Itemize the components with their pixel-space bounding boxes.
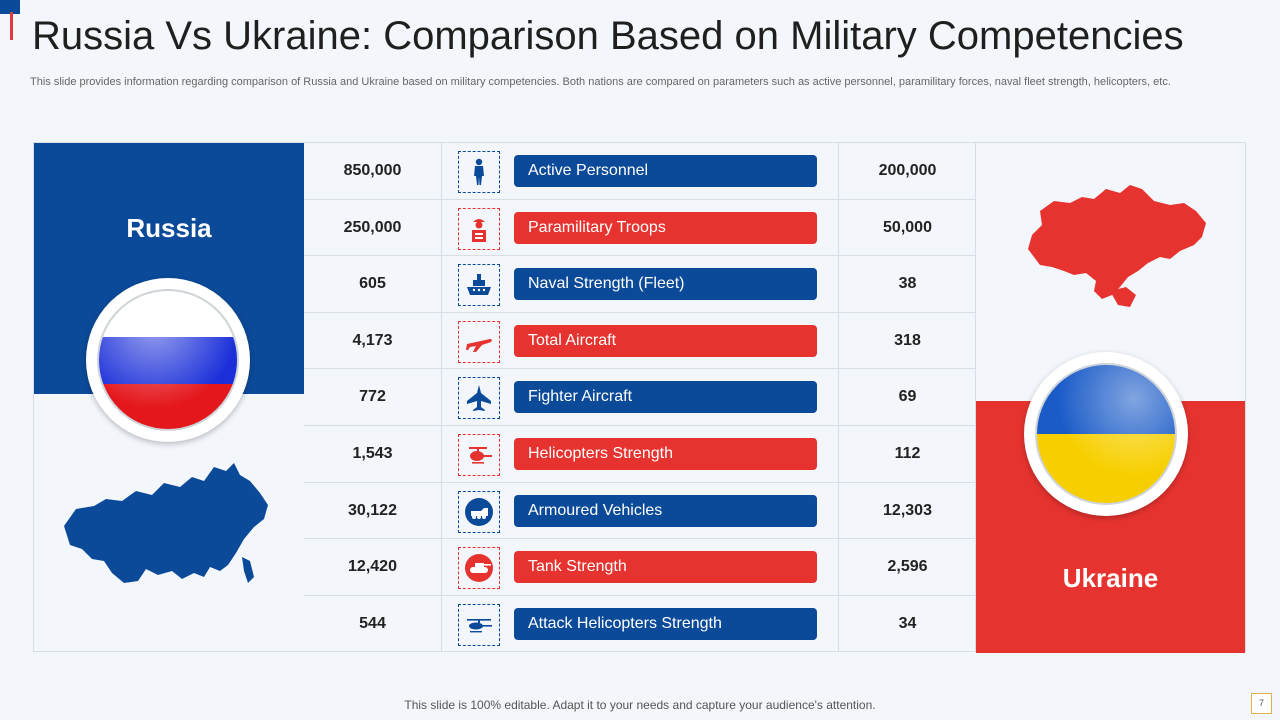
paramilitary-icon: [462, 212, 496, 246]
icon-frame: [458, 320, 500, 363]
footer-note: This slide is 100% editable. Adapt it to…: [404, 698, 876, 712]
ukraine-value: 38: [838, 256, 976, 313]
armoured-vehicle-icon: [462, 495, 496, 529]
ukraine-value: 112: [838, 426, 976, 482]
icon-frame: [458, 151, 500, 193]
comparison-table: 850,000 Active Personnel 200,000 250,000 Par…: [304, 142, 975, 652]
table-row: 544 Attack Helicopters Strength 34: [304, 594, 976, 652]
ukraine-value: 50,000: [838, 199, 976, 256]
icon-frame: [458, 434, 500, 476]
helicopter-icon: [462, 438, 496, 472]
ukraine-value: 318: [838, 312, 976, 369]
metric-label: Helicopters Strength: [514, 438, 817, 470]
airplane-icon: [462, 325, 496, 359]
metric-label: Active Personnel: [514, 155, 817, 187]
russia-map-icon: [64, 463, 268, 583]
metric-label: Attack Helicopters Strength: [514, 607, 817, 640]
russia-value: 30,122: [304, 482, 442, 539]
icon-frame: [458, 377, 500, 420]
corner-accent: [0, 0, 20, 14]
russia-panel: Russia: [33, 142, 304, 652]
soldier-icon: [462, 155, 496, 189]
icon-frame: [458, 207, 500, 250]
russia-label: Russia: [126, 213, 212, 243]
ukraine-value: 200,000: [838, 143, 976, 199]
russia-value: 605: [304, 256, 442, 313]
ukraine-value: 34: [838, 595, 976, 652]
russia-value: 250,000: [304, 199, 442, 256]
ukraine-flag: [1024, 352, 1188, 516]
fighter-jet-icon: [462, 381, 496, 415]
icon-frame: [458, 490, 500, 533]
ship-icon: [462, 268, 496, 302]
table-row: 605 Naval Strength (Fleet) 38: [304, 255, 976, 313]
ukraine-label: Ukraine: [1062, 563, 1159, 593]
russia-flag: [86, 278, 250, 442]
attack-helicopter-icon: [462, 608, 496, 642]
page-subtitle: This slide provides information regardin…: [30, 76, 1171, 88]
metric-label: Paramilitary Troops: [514, 211, 817, 244]
metric-label: Fighter Aircraft: [514, 381, 817, 414]
ukraine-value: 2,596: [838, 539, 976, 596]
table-row: 250,000 Paramilitary Troops 50,000: [304, 198, 976, 256]
icon-frame: [458, 547, 500, 590]
metric-label: Naval Strength (Fleet): [514, 268, 817, 301]
russia-value: 544: [304, 595, 442, 652]
page-number: 7: [1251, 693, 1272, 714]
icon-frame: [458, 603, 500, 646]
russia-value: 772: [304, 369, 442, 426]
ukraine-value: 12,303: [838, 482, 976, 539]
ukraine-panel: Ukraine: [975, 142, 1246, 653]
table-row: 30,122 Armoured Vehicles 12,303: [304, 481, 976, 539]
tank-icon: [462, 551, 496, 585]
russia-value: 1,543: [304, 426, 442, 482]
page-title: Russia Vs Ukraine: Comparison Based on M…: [32, 14, 1184, 58]
table-row: 1,543 Helicopters Strength 112: [304, 425, 975, 482]
ukraine-value: 69: [838, 369, 976, 426]
table-row: 4,173 Total Aircraft 318: [304, 311, 976, 369]
icon-frame: [458, 264, 500, 307]
metric-label: Total Aircraft: [514, 324, 817, 357]
table-row: 850,000 Active Personnel 200,000: [304, 142, 975, 199]
title-accent-bar: [10, 12, 13, 40]
table-row: 772 Fighter Aircraft 69: [304, 368, 976, 426]
russia-value: 12,420: [304, 539, 442, 596]
ukraine-map-icon: [1028, 185, 1206, 307]
metric-label: Armoured Vehicles: [514, 494, 817, 527]
table-row: 12,420 Tank Strength 2,596: [304, 538, 976, 596]
metric-label: Tank Strength: [514, 551, 817, 584]
russia-value: 850,000: [304, 143, 442, 199]
russia-value: 4,173: [304, 312, 442, 369]
